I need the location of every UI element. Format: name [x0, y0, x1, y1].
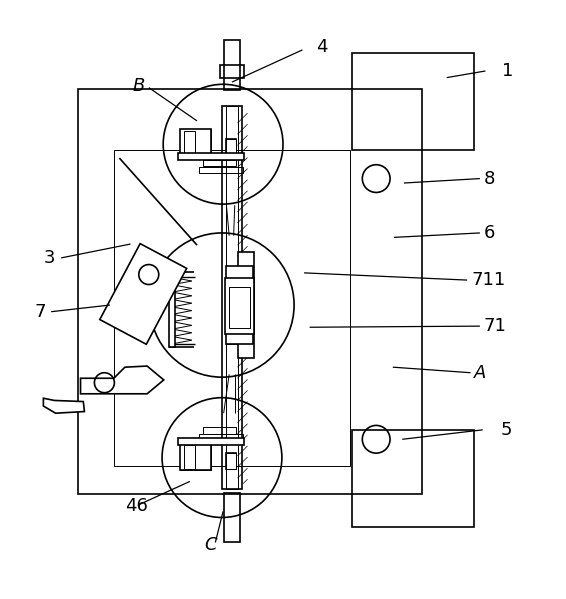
Polygon shape: [80, 366, 164, 394]
Bar: [353, 53, 474, 150]
Bar: [229, 287, 250, 328]
Text: 711: 711: [471, 271, 506, 289]
Bar: [181, 129, 211, 156]
Bar: [224, 40, 241, 90]
Text: 5: 5: [500, 421, 512, 439]
Text: 6: 6: [484, 224, 495, 242]
Bar: [225, 279, 254, 334]
Text: 71: 71: [484, 317, 507, 335]
Text: 3: 3: [44, 249, 55, 267]
Polygon shape: [44, 398, 84, 413]
Text: B: B: [132, 77, 144, 95]
Bar: [169, 272, 175, 347]
Bar: [226, 266, 253, 344]
Text: C: C: [204, 536, 217, 553]
Bar: [178, 438, 244, 445]
Text: A: A: [474, 364, 487, 382]
Bar: [181, 443, 211, 470]
Bar: [178, 153, 244, 160]
Text: 8: 8: [484, 170, 495, 187]
Bar: [238, 252, 254, 358]
Bar: [114, 150, 350, 466]
Text: 4: 4: [316, 38, 328, 56]
Bar: [185, 131, 195, 154]
Bar: [199, 168, 243, 173]
Text: 7: 7: [35, 302, 46, 320]
Bar: [226, 266, 253, 344]
Bar: [226, 138, 237, 154]
Polygon shape: [100, 244, 187, 344]
Bar: [225, 279, 254, 334]
Bar: [181, 443, 211, 470]
Bar: [220, 65, 244, 78]
Bar: [226, 138, 237, 154]
Text: 46: 46: [125, 497, 148, 515]
Bar: [78, 89, 422, 494]
Bar: [203, 160, 236, 167]
Bar: [181, 129, 211, 156]
Bar: [226, 107, 238, 489]
Bar: [353, 430, 474, 527]
Bar: [199, 434, 243, 439]
Bar: [226, 453, 237, 468]
Bar: [224, 492, 241, 543]
Bar: [222, 107, 242, 489]
Bar: [203, 427, 236, 434]
Bar: [226, 453, 237, 468]
Bar: [185, 446, 195, 468]
Text: 1: 1: [502, 62, 513, 80]
